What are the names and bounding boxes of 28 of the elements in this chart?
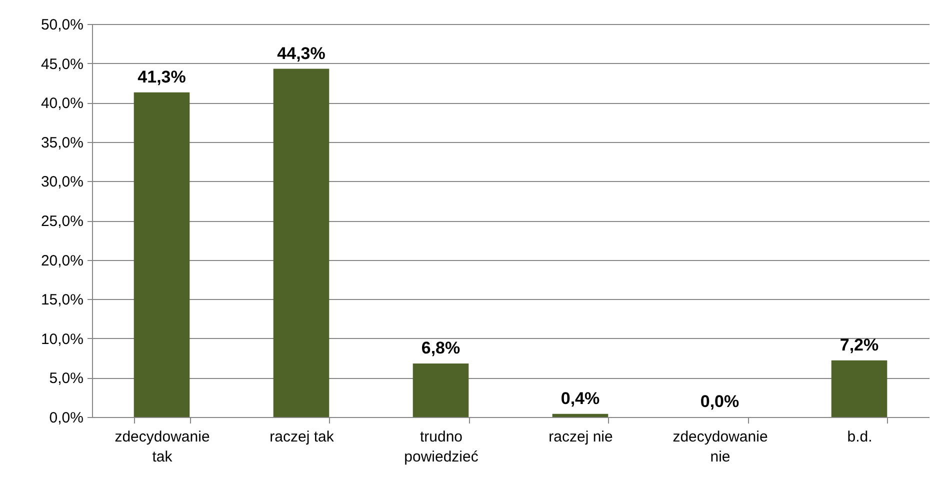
y-tick-label: 0,0% (49, 410, 84, 426)
data-label: 44,3% (277, 44, 326, 63)
data-label: 7,2% (840, 335, 879, 354)
y-tick-label: 40,0% (40, 95, 84, 112)
y-tick-label: 45,0% (40, 56, 84, 73)
y-tick-label: 30,0% (40, 174, 84, 191)
x-tick-label: trudno powiedzieć (404, 428, 479, 466)
y-tick-label: 35,0% (40, 134, 84, 152)
y-tick-label: 25,0% (40, 213, 84, 230)
y-tick-label: 5,0% (49, 370, 84, 388)
bar (273, 68, 330, 417)
data-label: 41,3% (138, 67, 186, 86)
bar (412, 364, 469, 417)
bar (831, 360, 888, 417)
data-label: 6,8% (421, 338, 460, 358)
data-label: 0,4% (560, 388, 600, 408)
bar (552, 414, 608, 417)
y-tick-label: 10,0% (40, 330, 84, 348)
x-tick-label: zdecydowanie nie (672, 428, 768, 466)
y-tick-label: 20,0% (40, 252, 84, 270)
x-tick-label: raczej nie (548, 428, 613, 446)
y-tick-label: 50,0% (40, 16, 84, 34)
data-label: 0,0% (700, 392, 740, 411)
x-tick-label: zdecydowanie tak (114, 428, 210, 466)
bar (134, 92, 190, 417)
x-tick-label: raczej tak (270, 428, 334, 446)
x-tick-label: b.d. (847, 428, 872, 446)
y-tick-label: 15,0% (40, 292, 84, 309)
